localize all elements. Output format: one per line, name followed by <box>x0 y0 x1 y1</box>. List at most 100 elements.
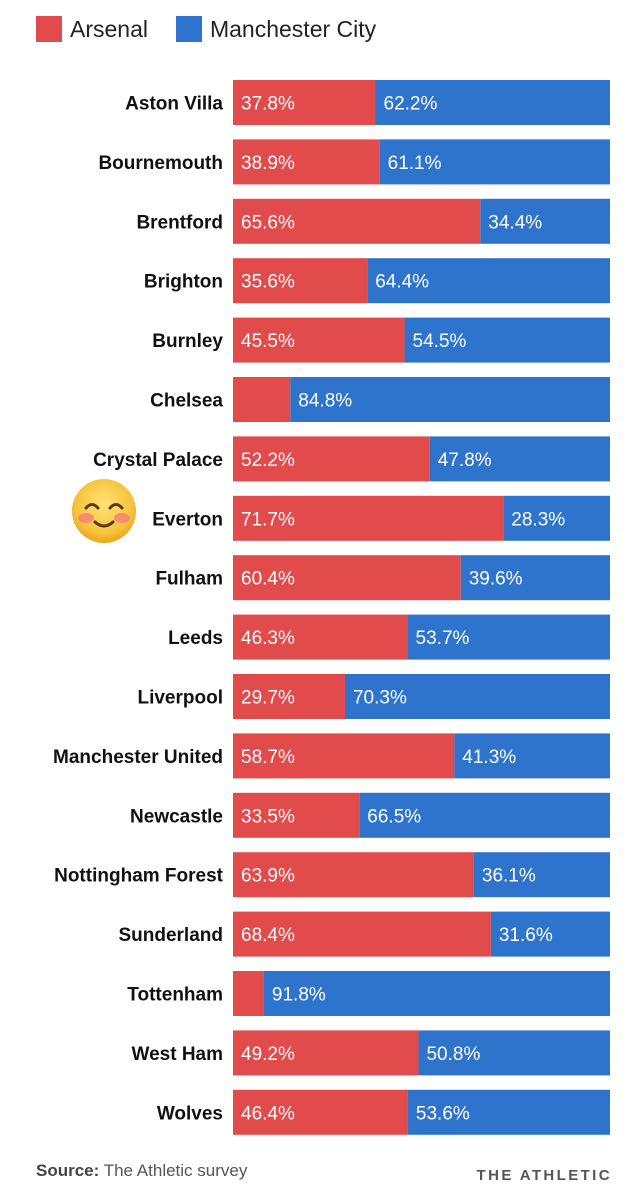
data-label-manchester-city-aston-villa: 62.2% <box>384 94 438 115</box>
category-label-burnley: Burnley <box>152 331 223 352</box>
data-label-manchester-city-brentford: 34.4% <box>488 212 542 233</box>
legend-label-arsenal: Arsenal <box>70 15 148 42</box>
source-text: The Athletic survey <box>103 1161 248 1180</box>
bar-arsenal-manchester-united <box>233 733 455 779</box>
data-label-arsenal-brighton: 35.6% <box>241 272 295 293</box>
data-label-manchester-city-fulham: 39.6% <box>469 569 523 590</box>
data-label-manchester-city-newcastle: 66.5% <box>367 806 421 827</box>
bar-arsenal-brentford <box>233 198 481 244</box>
bar-manchester-city-wolves <box>407 1089 610 1135</box>
bar-arsenal-chelsea <box>233 377 291 422</box>
data-label-arsenal-fulham: 60.4% <box>241 569 295 590</box>
legend-item-arsenal: Arsenal <box>36 16 148 43</box>
bar-manchester-city-sunderland <box>490 911 610 957</box>
legend-item-manchester-city: Manchester City <box>175 15 377 43</box>
bar-manchester-city-burnley <box>404 317 610 363</box>
brand-logo: THE ATHLETIC <box>476 1167 612 1184</box>
bar-arsenal-brighton <box>233 258 368 304</box>
legend-swatch-manchester-city <box>175 16 202 42</box>
bar-arsenal-newcastle <box>233 792 360 838</box>
bar-arsenal-fulham <box>233 555 461 601</box>
data-label-manchester-city-brighton: 64.4% <box>375 272 429 293</box>
data-label-manchester-city-sunderland: 31.6% <box>499 925 553 946</box>
bar-manchester-city-manchester-united <box>454 733 610 779</box>
data-label-manchester-city-liverpool: 70.3% <box>353 688 407 709</box>
data-label-manchester-city-chelsea: 84.8% <box>298 391 352 412</box>
data-label-arsenal-leeds: 46.3% <box>241 628 295 649</box>
category-label-manchester-united: Manchester United <box>53 747 223 768</box>
data-label-manchester-city-burnley: 54.5% <box>413 331 467 352</box>
data-label-manchester-city-crystal-palace: 47.8% <box>438 450 492 471</box>
bar-arsenal-everton <box>233 495 504 541</box>
data-label-arsenal-liverpool: 29.7% <box>241 688 295 709</box>
category-label-sunderland: Sunderland <box>118 925 223 946</box>
bar-manchester-city-leeds <box>407 614 610 660</box>
data-label-arsenal-sunderland: 68.4% <box>241 925 295 946</box>
category-label-brighton: Brighton <box>144 272 223 293</box>
smiling-face-icon <box>72 479 136 543</box>
category-label-liverpool: Liverpool <box>137 688 223 709</box>
data-label-arsenal-newcastle: 33.5% <box>241 806 295 827</box>
category-label-brentford: Brentford <box>136 212 223 233</box>
bar-arsenal-burnley <box>233 317 405 363</box>
category-label-chelsea: Chelsea <box>150 391 223 412</box>
category-label-newcastle: Newcastle <box>130 806 223 827</box>
category-label-bournemouth: Bournemouth <box>98 153 223 174</box>
legend-label-manchester-city: Manchester City <box>209 15 377 42</box>
data-label-arsenal-aston-villa: 37.8% <box>241 94 295 115</box>
bar-manchester-city-nottingham-forest <box>473 852 610 898</box>
data-label-manchester-city-nottingham-forest: 36.1% <box>482 866 536 887</box>
bar-arsenal-tottenham <box>233 971 264 1016</box>
bar-arsenal-nottingham-forest <box>233 852 474 898</box>
stacked-bar-chart: Aston Villa 37.8% 62.2% Bournemouth 38.9% 61.… <box>53 80 610 1135</box>
category-label-aston-villa: Aston Villa <box>125 94 223 115</box>
data-label-manchester-city-leeds: 53.7% <box>416 628 470 649</box>
data-label-arsenal-crystal-palace: 52.2% <box>241 450 295 471</box>
bar-arsenal-bournemouth <box>233 139 380 185</box>
data-label-manchester-city-west-ham: 50.8% <box>426 1044 480 1065</box>
data-label-manchester-city-tottenham: 91.8% <box>272 985 326 1006</box>
data-label-arsenal-west-ham: 49.2% <box>241 1044 295 1065</box>
category-label-everton: Everton <box>152 509 223 530</box>
category-label-crystal-palace: Crystal Palace <box>93 450 223 471</box>
category-label-wolves: Wolves <box>157 1103 223 1124</box>
bar-manchester-city-tottenham <box>263 971 610 1016</box>
data-label-arsenal-bournemouth: 38.9% <box>241 153 295 174</box>
data-label-manchester-city-wolves: 53.6% <box>416 1103 470 1124</box>
category-label-west-ham: West Ham <box>131 1044 223 1065</box>
category-label-leeds: Leeds <box>168 628 223 649</box>
bar-manchester-city-chelsea <box>290 377 610 422</box>
bar-arsenal-leeds <box>233 614 408 660</box>
bar-arsenal-sunderland <box>233 911 491 957</box>
bar-arsenal-liverpool <box>233 674 345 719</box>
bar-manchester-city-newcastle <box>359 792 610 838</box>
bar-manchester-city-brentford <box>480 198 610 244</box>
bar-manchester-city-brighton <box>367 258 610 304</box>
bar-manchester-city-crystal-palace <box>429 436 610 482</box>
bar-arsenal-wolves <box>233 1089 408 1135</box>
data-label-manchester-city-bournemouth: 61.1% <box>388 153 442 174</box>
source-label: Source: <box>36 1161 100 1180</box>
data-label-arsenal-everton: 71.7% <box>241 509 295 530</box>
bar-manchester-city-fulham <box>460 555 610 601</box>
category-label-tottenham: Tottenham <box>127 985 223 1006</box>
bar-manchester-city-bournemouth <box>379 139 610 185</box>
data-label-arsenal-nottingham-forest: 63.9% <box>241 866 295 887</box>
data-label-manchester-city-everton: 28.3% <box>511 509 565 530</box>
data-label-arsenal-wolves: 46.4% <box>241 1103 295 1124</box>
bar-manchester-city-everton <box>503 495 610 541</box>
bar-arsenal-crystal-palace <box>233 436 430 482</box>
bar-manchester-city-aston-villa <box>375 80 610 125</box>
data-label-manchester-city-manchester-united: 41.3% <box>462 747 516 768</box>
bar-manchester-city-liverpool <box>344 674 610 719</box>
data-label-arsenal-manchester-united: 58.7% <box>241 747 295 768</box>
legend: Arsenal Manchester City <box>36 14 404 44</box>
legend-swatch-arsenal <box>36 16 62 42</box>
category-label-fulham: Fulham <box>155 569 223 590</box>
bar-arsenal-west-ham <box>233 1030 419 1076</box>
bar-arsenal-aston-villa <box>233 80 376 125</box>
category-label-nottingham-forest: Nottingham Forest <box>54 866 224 887</box>
bar-manchester-city-west-ham <box>418 1030 610 1076</box>
data-label-arsenal-burnley: 45.5% <box>241 331 295 352</box>
source-note: Source: The Athletic survey <box>36 1161 247 1181</box>
